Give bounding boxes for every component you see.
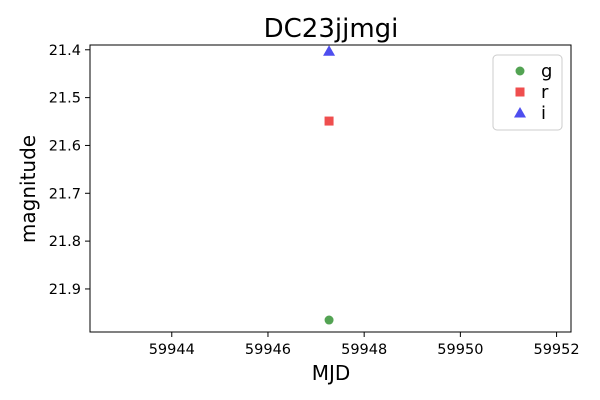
x-tick-label: 59948 <box>341 342 387 358</box>
legend-label-g: g <box>541 61 552 82</box>
y-tick-label: 21.9 <box>49 282 81 298</box>
x-tick-label: 59944 <box>149 342 195 358</box>
y-tick-label: 21.8 <box>49 234 81 250</box>
x-tick-label: 59950 <box>437 342 483 358</box>
y-tick-label: 21.6 <box>49 138 81 154</box>
legend-marker-g <box>515 66 525 76</box>
y-tick-label: 21.7 <box>49 186 81 202</box>
y-tick-label: 21.4 <box>49 43 81 59</box>
x-axis-label: MJD <box>312 361 351 385</box>
legend-label-r: r <box>541 82 549 103</box>
legend-box <box>492 54 563 131</box>
data-points <box>323 45 336 325</box>
data-point-r <box>324 116 334 126</box>
x-tick-label: 59952 <box>533 342 579 358</box>
y-tick-label: 21.5 <box>49 91 81 107</box>
legend: gri <box>492 54 563 131</box>
legend-marker-r <box>515 87 525 97</box>
y-axis-ticks: 21.4 21.5 21.6 21.7 21.8 21.9 <box>49 43 90 298</box>
legend-label-i: i <box>541 103 546 124</box>
data-point-i <box>323 45 336 56</box>
y-axis-label: magnitude <box>16 135 40 243</box>
data-point-g <box>324 315 334 325</box>
legend-marker-i <box>514 107 526 118</box>
x-axis-ticks: 59944 59946 59948 59950 59952 <box>149 332 580 358</box>
plot-frame <box>89 44 572 333</box>
chart-title: DC23jjmgi <box>264 14 399 44</box>
x-tick-label: 59946 <box>245 342 291 358</box>
